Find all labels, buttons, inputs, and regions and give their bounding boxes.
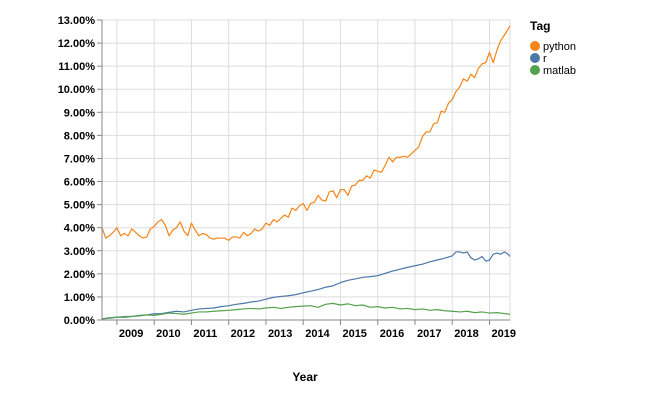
legend-title: Tag [530, 19, 550, 33]
tick-labels: 0.00% 1.00% 2.00% 3.00% 4.00% 5.00% 6.00% 7.00%… [58, 15, 516, 340]
y-tick-label: 12.00% [58, 38, 96, 50]
legend-label-r: r [543, 53, 547, 65]
x-tick-label: 2015 [342, 328, 366, 340]
legend-label-python: python [543, 41, 576, 53]
y-tick-label: 11.00% [58, 61, 95, 73]
y-tick-label: 7.00% [64, 153, 95, 165]
series-line-r [101, 251, 511, 320]
x-tick-label: 2017 [417, 328, 441, 340]
x-tick-label: 2014 [305, 328, 330, 340]
x-tick-label: 2009 [119, 328, 143, 340]
y-tick-label: 0.00% [64, 315, 95, 327]
y-tick-label: 1.00% [64, 292, 95, 304]
y-tick-label: 6.00% [64, 177, 95, 189]
y-tick-label: 4.00% [64, 223, 95, 235]
x-tick-label: 2013 [268, 328, 292, 340]
y-tick-label: 3.00% [64, 246, 95, 258]
x-axis-title: Year [292, 370, 318, 384]
y-tick-label: 13.00% [58, 15, 96, 27]
series-line-python [101, 25, 511, 241]
y-tick-label: 9.00% [64, 107, 95, 119]
chart-axes [97, 19, 510, 325]
legend-swatch-matlab [530, 65, 540, 75]
y-tick-label: 5.00% [64, 200, 95, 212]
x-tick-label: 2011 [193, 328, 217, 340]
x-tick-label: 2018 [454, 328, 478, 340]
y-tick-label: 10.00% [58, 84, 96, 96]
y-tick-label: 2.00% [64, 269, 95, 281]
chart-series [101, 25, 511, 320]
legend-label-matlab: matlab [543, 65, 576, 77]
x-tick-label: 2019 [492, 328, 516, 340]
chart-grid [101, 19, 511, 321]
y-tick-label: 8.00% [64, 130, 95, 142]
series-line-matlab [101, 302, 511, 320]
plot-frame [101, 19, 511, 321]
x-tick-label: 2016 [380, 328, 404, 340]
legend-swatch-r [530, 53, 540, 63]
legend-swatch-python [530, 41, 540, 51]
x-tick-label: 2012 [231, 328, 255, 340]
x-tick-label: 2010 [156, 328, 180, 340]
